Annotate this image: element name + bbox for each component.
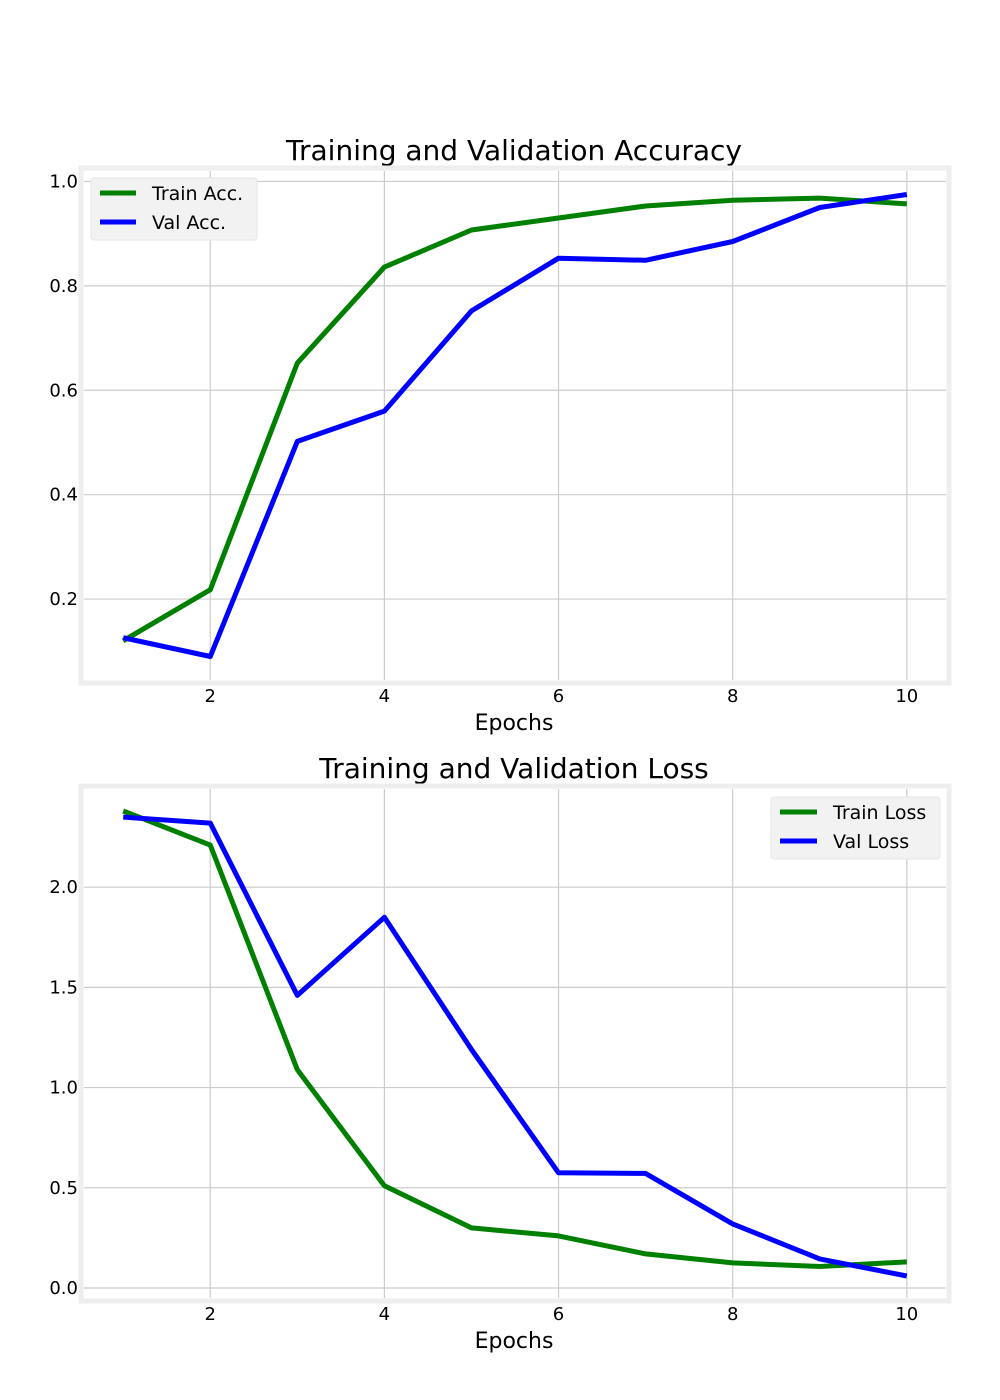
acc-x-tick-label: 6 — [553, 686, 564, 707]
accuracy-legend: Train Acc. Val Acc. — [90, 177, 258, 241]
loss-y-tick-label: 1.5 — [49, 977, 78, 998]
loss-legend-label-train: Train Loss — [832, 802, 926, 824]
acc-x-tick-label: 10 — [895, 686, 918, 707]
loss-x-axis-label: Epochs — [475, 1329, 554, 1354]
acc-y-tick-label: 1.0 — [49, 171, 78, 192]
accuracy-legend-label-train: Train Acc. — [151, 183, 243, 205]
loss-x-tick-label: 10 — [895, 1304, 918, 1325]
loss-plot-area — [78, 783, 952, 1304]
loss-tick-labels: 2 4 6 8 10 0.0 0.5 1.0 1.5 2.0 — [49, 877, 918, 1325]
loss-y-tick-label: 0.0 — [49, 1278, 78, 1299]
loss-chart-title: Training and Validation Loss — [318, 752, 709, 785]
accuracy-tick-labels: 2 4 6 8 10 0.2 0.4 0.6 0.8 1.0 — [49, 171, 918, 707]
acc-x-tick-label: 4 — [379, 686, 390, 707]
loss-y-tick-label: 1.0 — [49, 1078, 78, 1099]
loss-grid — [84, 789, 946, 1298]
accuracy-chart: Training and Validation Accuracy 2 4 6 8 10 0… — [49, 134, 952, 736]
accuracy-x-axis-label: Epochs — [475, 711, 554, 736]
acc-line-train-acc — [121, 195, 907, 643]
loss-x-tick-label: 8 — [727, 1304, 738, 1325]
loss-x-tick-label: 6 — [553, 1304, 564, 1325]
acc-y-tick-label: 0.6 — [49, 380, 78, 401]
loss-chart: Training and Validation Loss 2 4 6 8 10 0.0 0.… — [49, 752, 952, 1354]
accuracy-legend-label-val: Val Acc. — [152, 212, 226, 234]
accuracy-series — [121, 192, 908, 659]
loss-line-val-loss — [123, 814, 908, 1279]
loss-x-tick-label: 4 — [379, 1304, 390, 1325]
acc-y-tick-label: 0.8 — [49, 276, 78, 297]
acc-line-val-acc — [122, 192, 908, 659]
accuracy-plot-area — [78, 165, 952, 686]
acc-y-tick-label: 0.4 — [49, 485, 78, 506]
loss-series — [122, 808, 908, 1279]
loss-x-tick-label: 2 — [205, 1304, 216, 1325]
loss-legend-label-val: Val Loss — [833, 831, 909, 853]
acc-x-tick-label: 2 — [205, 686, 216, 707]
acc-y-tick-label: 0.2 — [49, 589, 78, 610]
loss-line-train-loss — [122, 808, 907, 1269]
acc-x-tick-label: 8 — [727, 686, 738, 707]
loss-y-tick-label: 2.0 — [49, 877, 78, 898]
accuracy-chart-title: Training and Validation Accuracy — [285, 134, 742, 167]
loss-legend: Train Loss Val Loss — [770, 796, 941, 860]
loss-y-tick-label: 0.5 — [49, 1178, 78, 1199]
